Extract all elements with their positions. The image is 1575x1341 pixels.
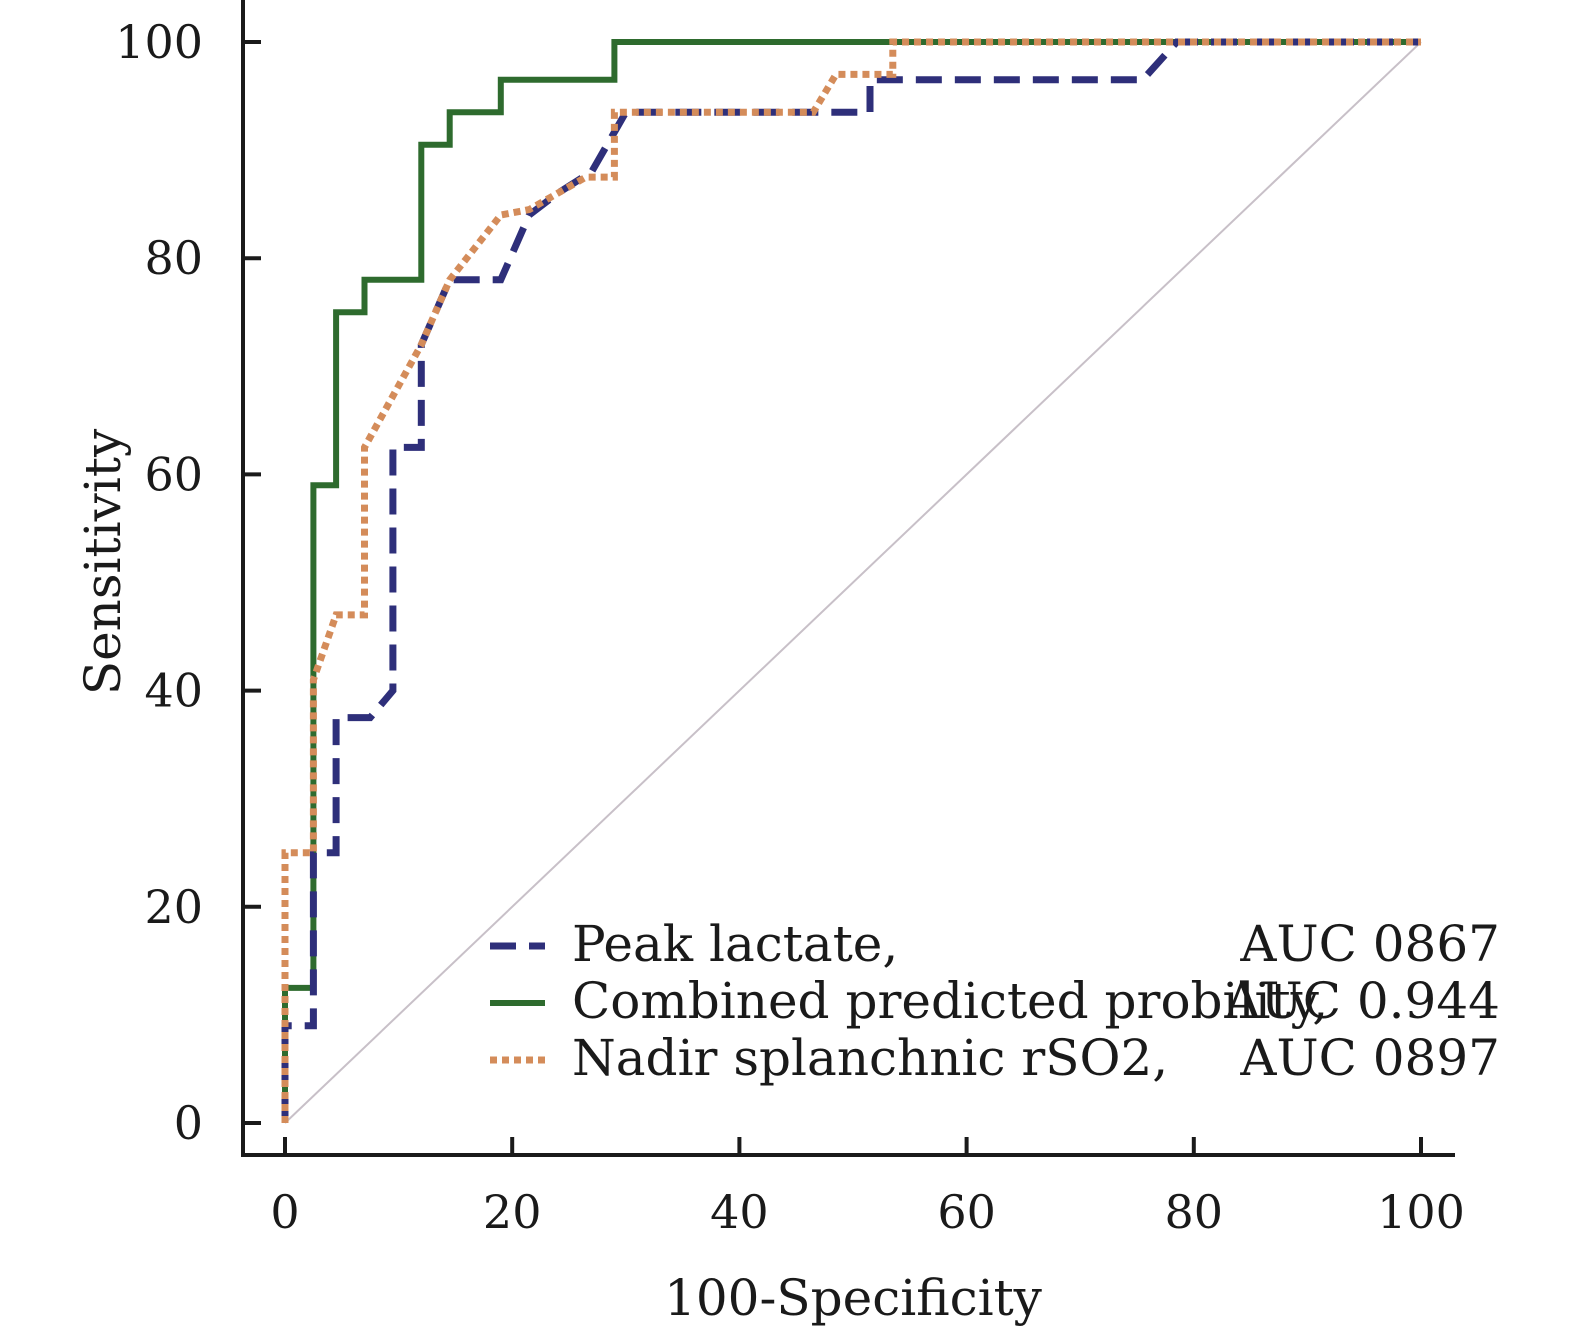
y-tick-label: 60 [144, 447, 203, 501]
x-tick-label: 60 [937, 1185, 996, 1239]
series-line-1 [281, 38, 1421, 1123]
legend-auc-value: AUC 0.944 [1223, 972, 1500, 1030]
x-tick-label: 0 [270, 1185, 299, 1239]
y-tick-label: 20 [144, 880, 203, 934]
x-tick-label: 20 [483, 1185, 542, 1239]
x-axis-label: 100-Specificity [664, 1269, 1043, 1327]
legend-series-name: Nadir splanchnic rSO2, [572, 1029, 1168, 1087]
y-tick-label: 0 [174, 1096, 203, 1150]
axes-layer [241, 0, 1455, 1157]
series-layer [281, 38, 1421, 1123]
y-axis-label: Sensitivity [74, 428, 132, 695]
y-tick-label: 80 [144, 231, 203, 285]
x-tick-label: 40 [710, 1185, 769, 1239]
x-tick-label: 100 [1377, 1185, 1465, 1239]
reference-line-layer [284, 41, 1422, 1124]
series-line-3 [281, 38, 1421, 1123]
x-tick-label: 80 [1165, 1185, 1224, 1239]
ticks-layer: 0 20 40 60 80 100 0 20 40 60 80 100 [115, 15, 1465, 1239]
series-line-2 [282, 39, 1421, 1123]
legend-auc-value: AUC 0897 [1239, 1029, 1500, 1087]
reference-diagonal-line [284, 41, 1422, 1124]
y-tick-label: 100 [115, 15, 203, 69]
legend-series-name: Peak lactate, [572, 915, 898, 973]
legend-auc-value: AUC 0867 [1239, 915, 1500, 973]
y-tick-label: 40 [144, 664, 203, 718]
legend-series-name: Combined predicted probility, [572, 972, 1328, 1030]
